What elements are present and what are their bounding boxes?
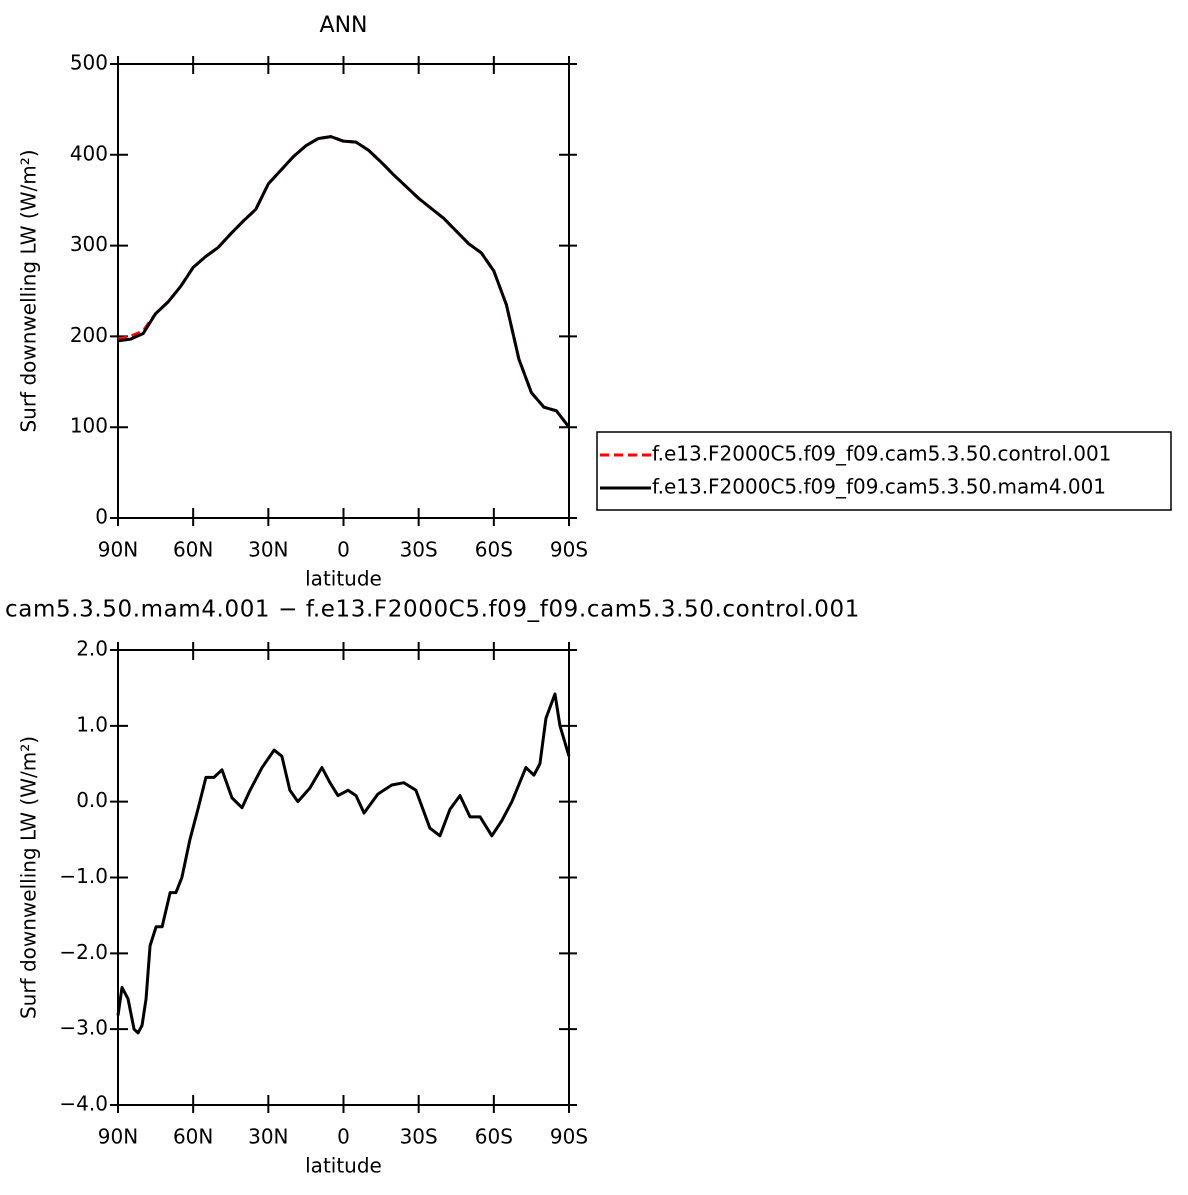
x-tick-label: 30N xyxy=(248,1125,288,1149)
x-tick-label: 60N xyxy=(173,538,213,562)
x-tick-label: 0 xyxy=(337,538,350,562)
legend-label: f.e13.F2000C5.f09_f09.cam5.3.50.mam4.001 xyxy=(652,475,1106,499)
y-tick-label: 300 xyxy=(70,232,108,256)
y-axis-label: Surf downwelling LW (W/m²) xyxy=(17,736,41,1019)
y-tick-label: −3.0 xyxy=(59,1016,108,1040)
y-tick-label: −2.0 xyxy=(59,940,108,964)
y-tick-label: 500 xyxy=(70,51,108,75)
x-tick-label: 30S xyxy=(400,538,438,562)
x-axis-label: latitude xyxy=(305,567,382,591)
y-tick-label: 0.0 xyxy=(76,788,108,812)
x-tick-label: 60S xyxy=(475,538,513,562)
y-tick-label: 400 xyxy=(70,141,108,165)
x-tick-label: 60S xyxy=(475,1125,513,1149)
data-line xyxy=(116,692,571,1035)
y-tick-label: −1.0 xyxy=(59,864,108,888)
chart-title: cam5.3.50.mam4.001 − f.e13.F2000C5.f09_f… xyxy=(5,597,860,623)
legend-box xyxy=(596,431,1172,511)
y-tick-label: 2.0 xyxy=(76,637,108,661)
y-tick-label: −4.0 xyxy=(59,1092,108,1116)
x-tick-label: 30N xyxy=(248,538,288,562)
y-tick-label: 1.0 xyxy=(76,712,108,736)
x-tick-label: 30S xyxy=(400,1125,438,1149)
x-tick-label: 0 xyxy=(337,1125,350,1149)
y-tick-label: 0 xyxy=(95,505,108,529)
legend-label: f.e13.F2000C5.f09_f09.cam5.3.50.control.… xyxy=(652,442,1111,466)
data-line xyxy=(117,135,571,429)
data-line xyxy=(117,135,571,429)
x-axis-label: latitude xyxy=(305,1154,382,1178)
x-tick-label: 90N xyxy=(98,1125,138,1149)
y-tick-label: 200 xyxy=(70,323,108,347)
x-tick-label: 90S xyxy=(550,538,588,562)
x-tick-label: 90N xyxy=(98,538,138,562)
chart-title: ANN xyxy=(320,13,368,38)
y-tick-label: 100 xyxy=(70,414,108,438)
plot-frame xyxy=(117,649,570,1106)
x-tick-label: 90S xyxy=(550,1125,588,1149)
x-tick-label: 60N xyxy=(173,1125,213,1149)
y-axis-label: Surf downwelling LW (W/m²) xyxy=(17,149,41,432)
